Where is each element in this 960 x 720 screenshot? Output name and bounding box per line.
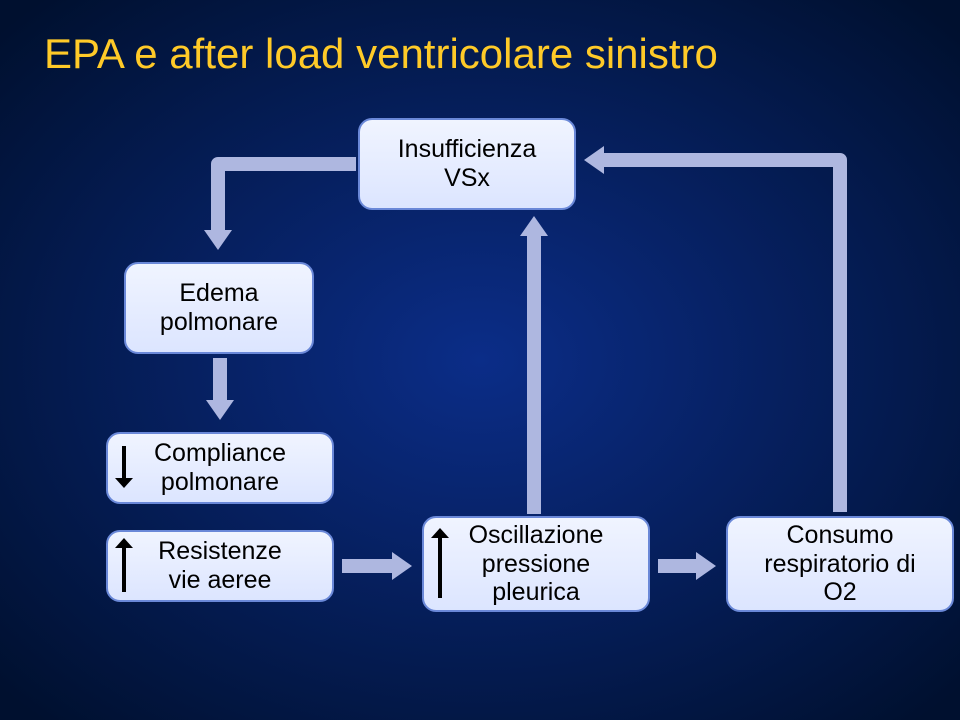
box-label: Oscillazionepressionepleurica: [469, 521, 604, 607]
arrow-up-icon: [115, 538, 133, 592]
box-consumo-respiratorio-o2: Consumorespiratorio diO2: [726, 516, 954, 612]
box-label: Consumorespiratorio diO2: [764, 521, 915, 607]
box-oscillazione-pressione-pleurica: Oscillazionepressionepleurica: [422, 516, 650, 612]
arrow-down-icon: [115, 446, 133, 488]
slide-title: EPA e after load ventricolare sinistro: [44, 30, 718, 78]
arrow-up-icon: [431, 528, 449, 598]
slide: EPA e after load ventricolare sinistro I…: [0, 0, 960, 720]
box-label: InsufficienzaVSx: [398, 135, 537, 193]
box-resistenze-vie-aeree: Resistenzevie aeree: [106, 530, 334, 602]
box-insufficienza-vsx: InsufficienzaVSx: [358, 118, 576, 210]
box-edema-polmonare: Edemapolmonare: [124, 262, 314, 354]
connector-arrows-layer: [0, 0, 960, 720]
box-label: Compliancepolmonare: [154, 439, 286, 497]
box-compliance-polmonare: Compliancepolmonare: [106, 432, 334, 504]
box-label: Edemapolmonare: [160, 279, 278, 337]
box-label: Resistenzevie aeree: [158, 537, 282, 595]
background-gradient: [0, 0, 960, 720]
